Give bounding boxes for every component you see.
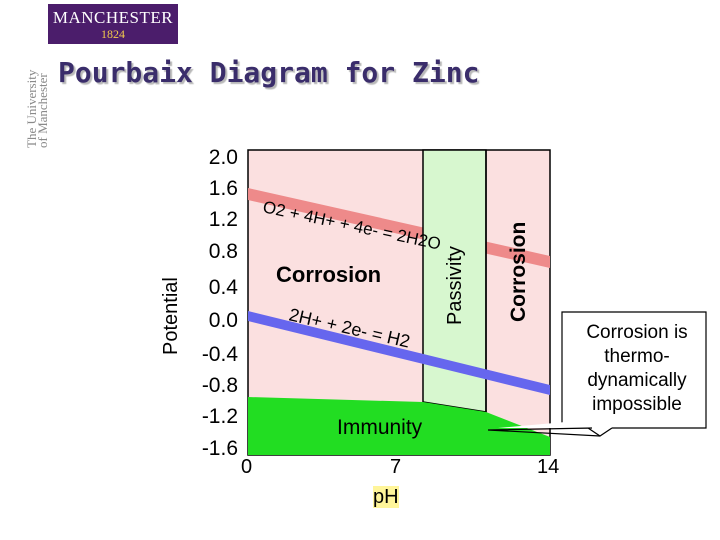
x-axis-label-text: pH — [373, 486, 399, 508]
y-tick-label: -1.6 — [201, 437, 238, 460]
corrosion-label-right: Corrosion — [507, 222, 530, 322]
y-tick-label: 0.4 — [208, 276, 238, 299]
y-tick-label: 2.0 — [208, 146, 238, 169]
logo-year: 1824 — [101, 27, 125, 41]
immunity-region — [248, 397, 550, 455]
callout-text: Corrosion is thermo-dynamically impossib… — [586, 322, 688, 415]
immunity-label: Immunity — [337, 416, 423, 439]
y-tick-label: -0.8 — [201, 374, 238, 397]
y-axis-label: Potential — [160, 277, 182, 355]
x-tick-label: 7 — [390, 456, 402, 478]
callout-pointer-outline — [487, 427, 601, 437]
y-tick-label: -0.4 — [201, 343, 238, 366]
x-tick-label: 14 — [537, 456, 560, 478]
x-tick-label: 0 — [241, 456, 253, 478]
y-tick-label: 0.8 — [208, 240, 238, 263]
corrosion-label: Corrosion — [276, 262, 381, 287]
y-tick-label: -1.2 — [201, 405, 238, 428]
callout-pointer — [498, 420, 612, 428]
y-tick-label: 0.0 — [208, 309, 238, 332]
page-title: Pourbaix Diagram for Zinc — [58, 56, 480, 89]
university-logo: MANCHESTER 1824 — [48, 4, 178, 44]
y-tick-label: 1.6 — [208, 177, 238, 200]
y-tick-label: 1.2 — [208, 208, 238, 231]
x-axis-label: pH — [373, 486, 399, 509]
logo-name: MANCHESTER — [52, 8, 174, 27]
passivity-label: Passivity — [444, 246, 466, 325]
hydrogen-line — [248, 311, 550, 395]
